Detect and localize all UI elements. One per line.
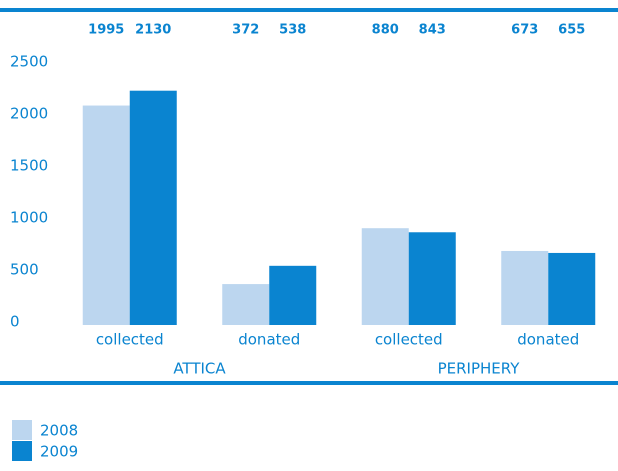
y-tick-label: 2000 [10,105,48,123]
y-tick-label: 0 [10,313,20,331]
x-tick-label: collected [96,331,164,349]
legend-swatch [12,420,32,440]
bar [548,252,596,325]
bar [408,232,456,325]
value-label: 2130 [135,23,171,38]
legend-swatch [12,441,32,461]
x-tick-label: donated [517,331,579,349]
bar [82,105,130,325]
bar [269,265,317,325]
group-label: ATTICA [173,360,226,378]
legend-label: 2009 [40,443,78,461]
x-tick-label: collected [375,331,443,349]
y-tick-label: 1000 [10,209,48,227]
y-tick-label: 2500 [10,53,48,71]
value-label: 880 [372,23,399,38]
value-label: 673 [511,23,538,38]
value-label: 655 [558,23,585,38]
bar [222,284,270,325]
value-label: 538 [279,23,306,38]
y-tick-label: 500 [10,261,39,279]
group-label: PERIPHERY [438,360,521,378]
x-tick-label: donated [238,331,300,349]
y-tick-label: 1500 [10,157,48,175]
bar [361,228,409,325]
bar [129,90,177,325]
legend-label: 2008 [40,422,78,440]
value-label: 1995 [88,23,124,38]
bar [501,250,549,325]
value-label: 843 [419,23,446,38]
value-label: 372 [232,23,259,38]
